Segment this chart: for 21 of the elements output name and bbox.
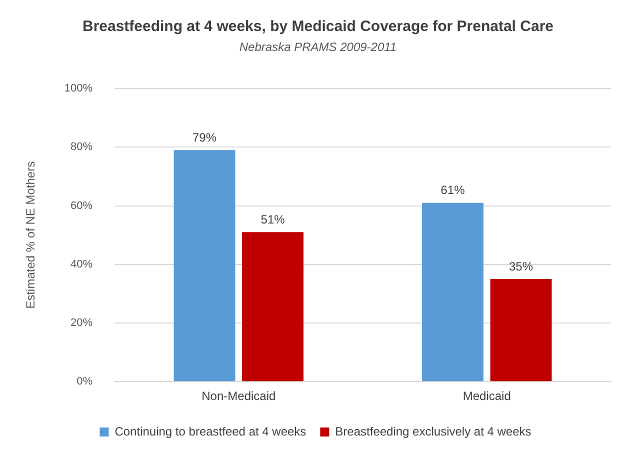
chart-subtitle: Nebraska PRAMS 2009-2011 xyxy=(238,40,398,54)
chart-title: Breastfeeding at 4 weeks, by Medicaid Coverage for Prenatal Care xyxy=(81,18,554,35)
bar xyxy=(242,232,304,382)
legend-label: Breastfeeding exclusively at 4 weeks xyxy=(335,424,532,438)
y-tick-label: 0% xyxy=(76,376,93,388)
y-tick-label: 60% xyxy=(70,200,93,212)
data-label: 51% xyxy=(260,212,286,226)
bar xyxy=(174,150,236,382)
data-label: 35% xyxy=(509,259,534,274)
data-label: 79% xyxy=(192,130,217,144)
y-axis-title: Estimated % of NE Mothers xyxy=(24,161,38,309)
y-tick-label: 40% xyxy=(70,258,93,270)
y-tick-label: 80% xyxy=(70,141,93,154)
y-tick-label: 20% xyxy=(70,317,93,330)
x-tick-label: Medicaid xyxy=(462,389,511,404)
y-tick-label: 100% xyxy=(64,82,93,95)
data-label: 61% xyxy=(440,183,466,198)
x-tick-label: Non-Medicaid xyxy=(202,389,276,404)
legend-label: Continuing to breastfeed at 4 weeks xyxy=(114,424,306,438)
bar xyxy=(490,279,552,382)
bar xyxy=(422,202,484,382)
